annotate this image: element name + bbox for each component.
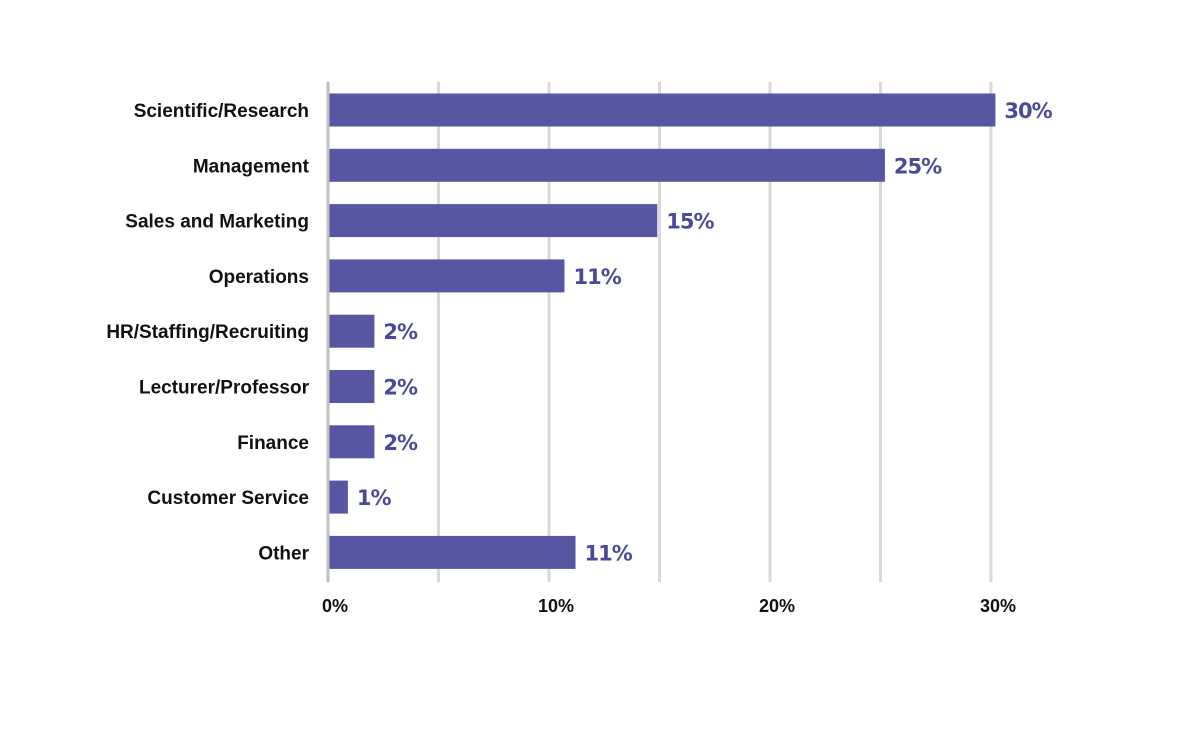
- bar: [328, 480, 348, 514]
- value-label: 11%: [585, 541, 633, 565]
- bar: [328, 535, 576, 569]
- category-label: Sales and Marketing: [125, 212, 309, 233]
- value-label: 30%: [1004, 99, 1052, 123]
- category-label: Lecturer/Professor: [139, 378, 310, 399]
- category-label: HR/Staffing/Recruiting: [106, 322, 309, 343]
- category-label: Finance: [237, 433, 309, 454]
- bar: [328, 93, 996, 127]
- category-labels: Scientific/Research Management Sales and M…: [106, 101, 309, 564]
- value-label: 2%: [383, 376, 418, 400]
- bar: [328, 314, 375, 348]
- category-label: Customer Service: [147, 488, 309, 509]
- category-label: Other: [258, 543, 309, 564]
- x-tick-label: 20%: [759, 596, 795, 616]
- value-label: 2%: [383, 320, 418, 344]
- bar: [328, 370, 375, 403]
- bars: [328, 93, 996, 569]
- category-label: Operations: [209, 267, 309, 288]
- value-labels: 30% 25% 15% 11% 2% 2% 2% 1% 11%: [357, 99, 1054, 565]
- category-label: Management: [193, 156, 310, 177]
- value-label: 11%: [573, 265, 621, 289]
- value-label: 25%: [894, 154, 942, 178]
- category-label: Scientific/Research: [134, 101, 309, 122]
- value-label: 2%: [383, 431, 418, 455]
- x-tick-label: 10%: [538, 596, 574, 616]
- bar: [328, 259, 565, 293]
- x-tick-label: 0%: [322, 596, 348, 616]
- bar: [328, 425, 375, 459]
- value-label: 15%: [666, 210, 714, 234]
- x-tick-label: 30%: [980, 596, 1016, 616]
- x-tick-labels: 0% 10% 20% 30%: [322, 596, 1016, 616]
- bar: [328, 148, 885, 182]
- bar: [328, 204, 658, 238]
- value-label: 1%: [357, 486, 392, 510]
